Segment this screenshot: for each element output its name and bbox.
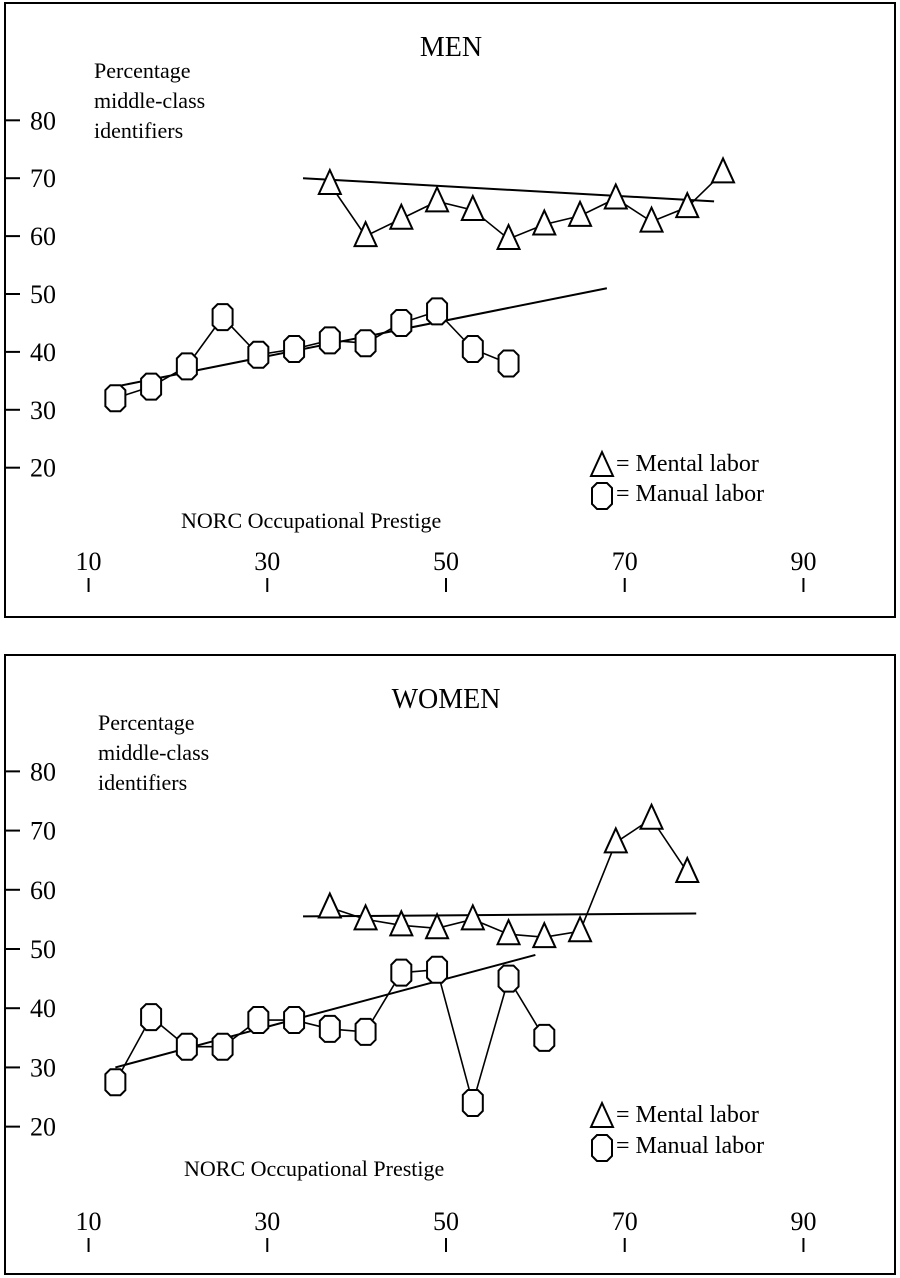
y-tick-label: 40 [30,994,56,1023]
mental-labor-point [638,802,665,830]
y-tick-label: 40 [30,338,56,367]
y-tick-label: 30 [30,1053,56,1082]
mental-labor-point [388,908,414,937]
plot-marks: 20 30 40 50 60 70 80 10 30 50 70 90 [6,757,816,1252]
manual-labor-point [140,372,163,401]
mental-labor-point [424,911,450,940]
legend-triangle-marker [589,1100,615,1128]
legend-label-mental: = Mental labor [616,451,759,477]
manual-labor-point [497,349,520,378]
y-tick-label: 20 [30,1113,56,1142]
y-tick-label: 20 [30,454,56,483]
y-axis-label-line: middle-class [94,88,205,113]
mental-labor-point [424,184,450,213]
manual-labor-point [211,1032,234,1061]
manual-labor-point [426,297,449,326]
manual-labor-point [461,335,484,363]
x-tick-label: 50 [433,547,459,576]
y-tick-label: 50 [30,935,56,964]
x-tick-label: 90 [790,547,816,576]
mental-labor-point [567,914,593,943]
mental-labor-point [603,826,629,854]
mental-labor-point [674,855,700,884]
legend-label-manual: = Manual labor [616,481,764,507]
y-axis-label-line: Percentage [98,710,195,735]
mental-labor-point [495,222,522,250]
manual-labor-point [140,1003,163,1032]
legend-octagon-marker [591,1134,613,1162]
manual-labor-point [533,1023,556,1052]
triangle-trend-line [302,177,715,203]
women-chart: WOMEN Percentage middle-class identifier… [6,684,816,1252]
manual-labor-point [175,352,198,381]
manual-labor-point [426,955,449,984]
x-axis-label: NORC Occupational Prestige [181,508,441,533]
x-tick-label: 10 [76,547,102,576]
manual-labor-point [247,340,270,369]
mental-labor-point [317,167,343,195]
men-chart-panel: MEN Percentage middle-class identifiers … [4,2,896,618]
mental-labor-point [317,891,343,919]
manual-labor-point [318,1014,341,1043]
x-tick-label: 70 [612,547,638,576]
y-axis-label-line: identifiers [94,118,183,143]
x-tick-label: 30 [254,1207,280,1236]
x-axis-label: NORC Occupational Prestige [184,1156,444,1181]
mental-labor-point [388,202,414,230]
manual-labor-point [390,958,413,987]
x-tick-label: 10 [76,1207,102,1236]
y-axis-label-line: identifiers [98,770,187,795]
mental-labor-point [638,205,665,233]
chart-title: WOMEN [392,684,501,715]
y-tick-label: 30 [30,396,56,425]
mental-labor-point [710,156,736,184]
y-axis-label-line: Percentage [94,58,191,83]
manual-labor-point [318,326,341,355]
mental-labor-point [460,902,486,931]
octagon-series-line [115,310,509,399]
mental-labor-point [531,208,557,236]
x-tick-label: 50 [433,1207,459,1236]
legend-label-mental: = Mental labor [616,1102,759,1128]
legend-label-manual: = Manual labor [616,1133,764,1159]
y-axis-label-line: middle-class [98,740,209,765]
plot-marks: 20 30 40 50 60 70 80 10 30 50 70 90 [6,106,816,592]
manual-labor-point [354,1017,377,1046]
mental-labor-point [495,917,522,946]
y-tick-label: 60 [30,222,56,251]
manual-labor-point [390,308,413,337]
x-tick-label: 90 [790,1207,816,1236]
y-tick-label: 70 [30,817,56,846]
manual-labor-point [461,1088,484,1117]
x-tick-label: 70 [612,1207,638,1236]
manual-labor-point [283,335,306,363]
y-tick-label: 80 [30,757,56,786]
mental-labor-point [603,182,629,210]
mental-labor-point [674,190,700,219]
manual-labor-point [247,1006,270,1035]
women-chart-panel: WOMEN Percentage middle-class identifier… [4,654,896,1275]
y-tick-label: 60 [30,876,56,905]
men-chart: MEN Percentage middle-class identifiers … [6,32,816,592]
manual-labor-point [175,1032,198,1061]
manual-labor-point [104,384,127,413]
chart-title: MEN [420,32,482,63]
legend-octagon-marker [591,482,613,510]
manual-labor-point [354,329,377,358]
y-tick-label: 50 [30,280,56,309]
mental-labor-point [353,902,379,931]
manual-labor-point [497,964,520,993]
x-tick-label: 30 [254,547,280,576]
manual-labor-point [104,1068,127,1097]
mental-labor-point [460,193,486,222]
mental-labor-point [531,920,557,949]
manual-labor-point [211,303,234,332]
manual-labor-point [283,1006,306,1035]
mental-labor-point [567,199,593,227]
mental-labor-point [353,219,379,248]
legend-triangle-marker [589,449,615,477]
y-tick-label: 70 [30,164,56,193]
y-tick-label: 80 [30,106,56,135]
